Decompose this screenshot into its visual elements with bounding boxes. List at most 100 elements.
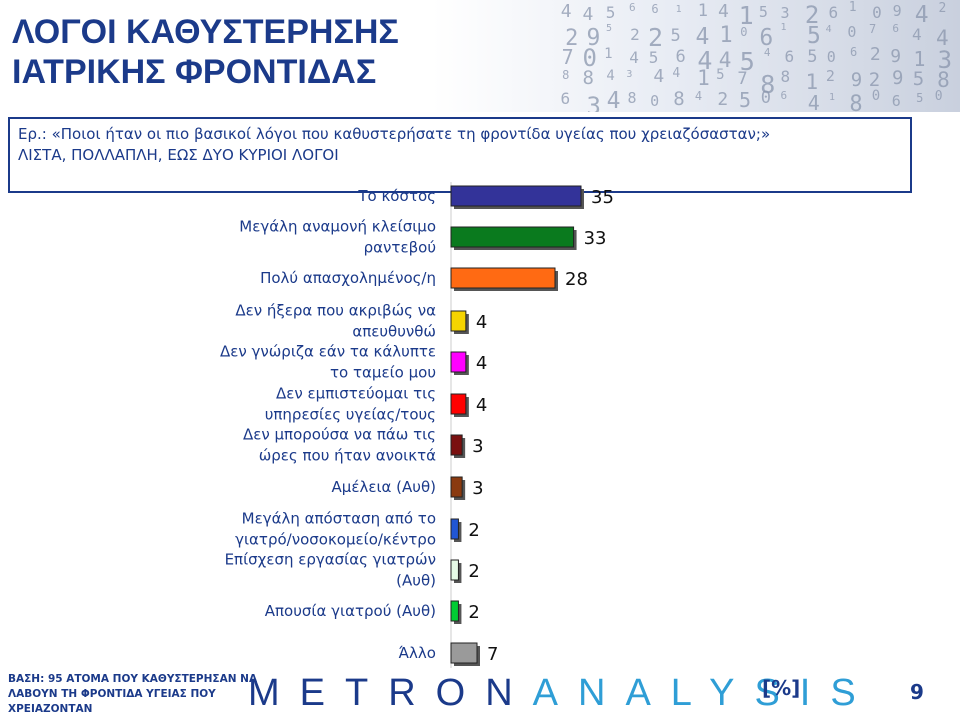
decorative-digit: 8 [849,91,863,112]
decorative-digit: 4 [697,45,713,75]
decorative-digit: 9 [892,1,902,20]
decorative-digit: 4 [560,0,572,22]
decorative-digit: 6 [780,89,788,103]
decorative-digit: 6 [675,46,686,67]
decorative-digit: 9 [890,45,902,67]
category-label-1-0: Μεγάλη αναμονή κλείσιμο [239,218,436,236]
category-label-1-1: ραντεβού [364,239,436,257]
data-label-6: 3 [472,436,483,457]
bar-0 [450,185,582,207]
question-box: Ερ.: «Ποιοι ήταν οι πιο βασικοί λόγοι πο… [8,117,912,193]
decorative-digit: 2 [630,24,640,44]
bar-10 [450,600,459,622]
decorative-digit: 5 [738,88,751,112]
category-label-6-0: Δεν μπορούσα να πάω τις [243,426,436,444]
decorative-digit: 8 [673,88,685,111]
category-label-6-1: ώρες που ήταν ανοικτά [259,447,436,465]
decorative-digit: 0 [826,47,836,66]
category-label-3-0: Δεν ήξερα που ακριβώς να [235,302,436,320]
decorative-digit: 8 [780,66,791,86]
data-label-7: 3 [472,478,483,499]
decorative-digit: 7 [737,68,748,89]
category-label-2-0: Πολύ απασχολημένος/η [260,269,436,287]
decorative-digit: 2 [648,23,664,53]
decorative-digit: 1 [697,0,708,21]
data-label-4: 4 [476,353,487,374]
decorative-digit: 1 [829,91,836,103]
bar-2 [450,267,556,289]
decorative-digit: 5 [807,22,821,49]
category-label-9-1: (Αυθ) [396,572,436,590]
decorative-digit: 6 [628,0,636,14]
decorative-digit: 5 [758,3,768,22]
decorative-digit: 1 [697,66,710,91]
category-label-9-0: Επίσχεση εργασίας γιατρών [225,551,436,569]
decorative-digit: 2 [804,0,820,29]
decorative-digit: 0 [760,88,771,108]
base-note: ΒΑΣΗ: 95 ΑΤΟΜΑ ΠΟΥ ΚΑΘΥΣΤΕΡΗΣΑΝ ΝΑ ΛΑΒΟΥ… [8,673,258,715]
decorative-digit: 4 [936,25,949,50]
decorative-digit: 4 [582,3,594,25]
decorative-digit: 4 [629,47,639,67]
decorative-digit: 6 [850,44,858,59]
decorative-digit: 7 [561,45,574,70]
unit-label: [%] [762,676,801,700]
data-label-5: 4 [476,395,487,416]
data-label-9: 2 [468,561,479,582]
decorative-digit: 8 [760,69,776,99]
decorative-digit: 8 [627,88,637,107]
data-label-10: 2 [468,602,479,623]
bar-3 [450,310,467,332]
decorative-digit: 5 [605,23,612,35]
decorative-digit: 3 [780,3,790,22]
decorative-digit: 6 [651,1,659,16]
decorative-digit: 6 [560,88,571,108]
question-text: Ερ.: «Ποιοι ήταν οι πιο βασικοί λόγοι πο… [18,125,771,143]
decorative-digit: 1 [675,3,682,15]
decorative-digit: 8 [582,66,594,89]
decorative-digit: 4 [763,46,771,60]
decorative-digit: 5 [648,47,659,67]
decorative-digit: 1 [780,22,787,34]
metron-analysis-logo: METRONANALYSIS [248,672,876,715]
category-label-8-1: γιατρό/νοσοκομείο/κέντρο [235,531,436,549]
decorative-digit: 6 [759,25,774,52]
decorative-digit: 4 [606,68,615,85]
page-number: 9 [910,680,924,704]
category-label-8-0: Μεγάλη απόσταση από το [242,510,436,528]
decorative-digit: 6 [828,2,839,22]
decorative-digit: 3 [586,91,601,112]
decorative-digit: 6 [784,47,795,67]
category-label-5-0: Δεν εμπιστεύομαι τις [276,385,436,403]
decorative-digit: 9 [586,24,601,51]
decorative-digit: 4 [672,66,681,82]
data-label-1: 33 [584,228,607,249]
decorative-digit: 1 [719,23,733,49]
header-background [0,0,960,112]
decorative-digit: 5 [912,67,925,90]
decorative-digit: 4 [825,23,832,35]
decorative-digit: 4 [694,89,703,104]
decorative-digit: 2 [717,88,729,110]
decorative-digit: 0 [582,44,597,73]
bar-6 [450,434,463,456]
title-line-1: ΛΟΓΟΙ ΚΑΘΥΣΤΕΡΗΣΗΣ [12,13,399,51]
bar-11 [450,642,478,664]
bar-9 [450,559,459,581]
decorative-digit: 2 [825,66,835,85]
bar-4 [450,351,467,373]
logo-part-metron: METRON [248,672,533,714]
decorative-digit: 0 [872,2,882,22]
decorative-digit: 5 [807,46,818,67]
decorative-digit: 0 [871,88,881,105]
decorative-digit: 8 [937,68,950,93]
decorative-digit: 0 [650,91,660,110]
decorative-digit: 4 [912,25,922,45]
decorative-digit: 5 [670,25,681,46]
decorative-digit: 3 [937,45,953,74]
question-instructions: ΛΙΣΤΑ, ΠΟΛΛΑΠΛΗ, ΕΩΣ ΔΥΟ ΚΥΡΙΟΙ ΛΟΓΟΙ [18,146,339,164]
category-label-7-0: Αμέλεια (Αυθ) [332,478,436,496]
page-title: ΛΟΓΟΙ ΚΑΘΥΣΤΕΡΗΣΗΣ ΙΑΤΡΙΚΗΣ ΦΡΟΝΤΙΔΑΣ [12,12,399,92]
decorative-digit: 2 [938,0,947,16]
